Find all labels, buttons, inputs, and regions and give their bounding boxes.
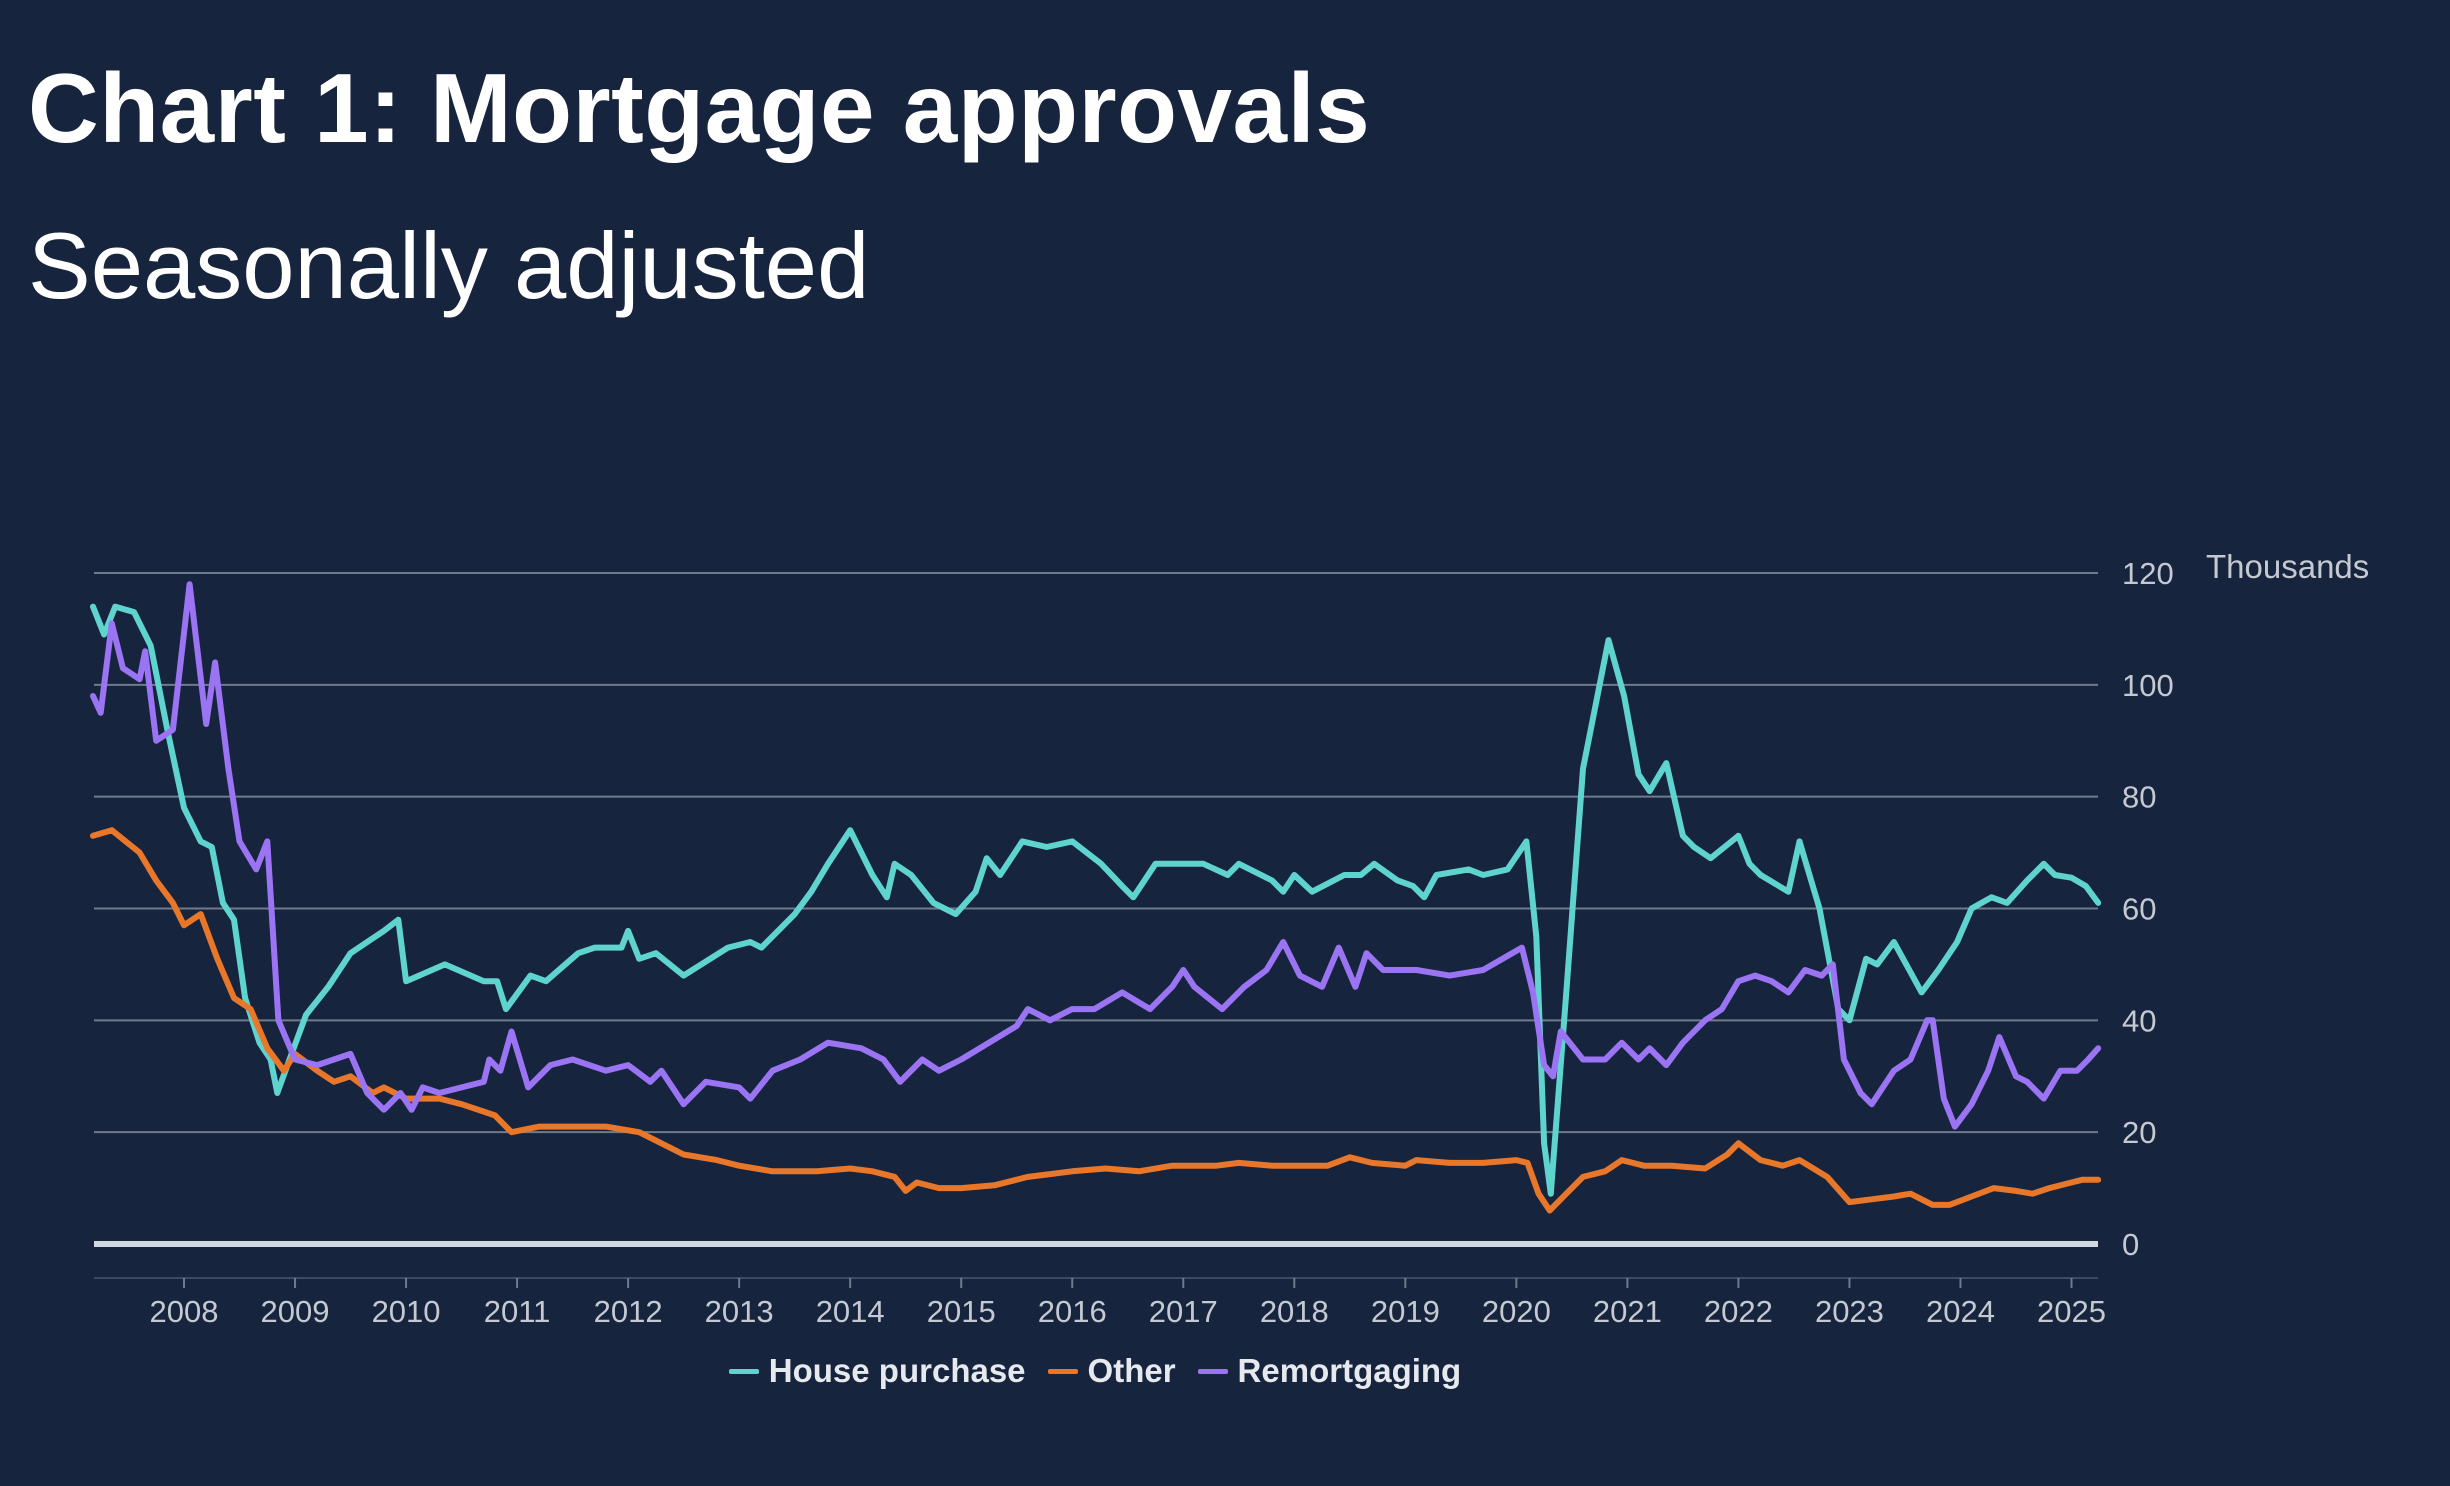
y-tick-label: 100	[2122, 668, 2174, 703]
x-tick-label: 2010	[372, 1294, 441, 1329]
y-tick-label: 40	[2122, 1003, 2156, 1038]
x-tick-label: 2024	[1926, 1294, 1995, 1329]
legend-swatch	[1047, 1368, 1078, 1374]
series-line-other	[90, 827, 2102, 1214]
y-tick-label: 120	[2122, 556, 2174, 591]
chart-title: Chart 1: Mortgage approvals	[28, 53, 1371, 163]
legend: House purchase Other Remortgaging	[0, 1352, 2190, 1390]
x-tick-label: 2019	[1371, 1294, 1440, 1329]
x-tick-label: 2021	[1593, 1294, 1662, 1329]
y-tick-label: 80	[2122, 780, 2156, 815]
x-axis: 2008 2009 2010 2011 2012 2013 2014 2015 2016 2017…	[94, 1277, 2106, 1329]
x-tick-label: 2015	[927, 1294, 996, 1329]
series-line-remortgaging	[90, 581, 2102, 1130]
y-axis-unit-label: Thousands	[2206, 548, 2369, 585]
x-tick-label: 2023	[1815, 1294, 1884, 1329]
y-axis-ticks: 0 20 40 60 80 100 120	[2122, 556, 2174, 1262]
legend-item-remortgaging: Remortgaging	[1197, 1352, 1462, 1390]
legend-swatch	[728, 1368, 759, 1374]
series-line-house-purchase	[90, 603, 2102, 1197]
x-tick-label: 2018	[1260, 1294, 1329, 1329]
legend-item-other: Other	[1047, 1352, 1176, 1390]
x-tick-label: 2008	[150, 1294, 219, 1329]
gridlines	[94, 572, 2098, 1247]
x-tick-label: 2009	[261, 1294, 330, 1329]
legend-item-house-purchase: House purchase	[728, 1352, 1026, 1390]
x-tick-label: 2016	[1038, 1294, 1107, 1329]
series-lines	[90, 581, 2102, 1214]
legend-label: Remortgaging	[1237, 1352, 1462, 1389]
x-tick-label: 2025	[2037, 1294, 2106, 1329]
legend-swatch	[1197, 1368, 1228, 1374]
y-tick-label: 60	[2122, 892, 2156, 927]
chart-subtitle: Seasonally adjusted	[28, 213, 870, 318]
legend-label: Other	[1087, 1352, 1176, 1389]
x-tick-label: 2017	[1149, 1294, 1218, 1329]
y-tick-label: 20	[2122, 1115, 2156, 1150]
legend-label: House purchase	[768, 1352, 1026, 1389]
x-tick-label: 2020	[1482, 1294, 1551, 1329]
x-tick-label: 2012	[594, 1294, 663, 1329]
x-tick-label: 2022	[1704, 1294, 1773, 1329]
x-tick-label: 2011	[484, 1294, 551, 1329]
x-tick-label: 2013	[705, 1294, 774, 1329]
x-tick-label: 2014	[816, 1294, 885, 1329]
y-tick-label: 0	[2122, 1227, 2139, 1262]
